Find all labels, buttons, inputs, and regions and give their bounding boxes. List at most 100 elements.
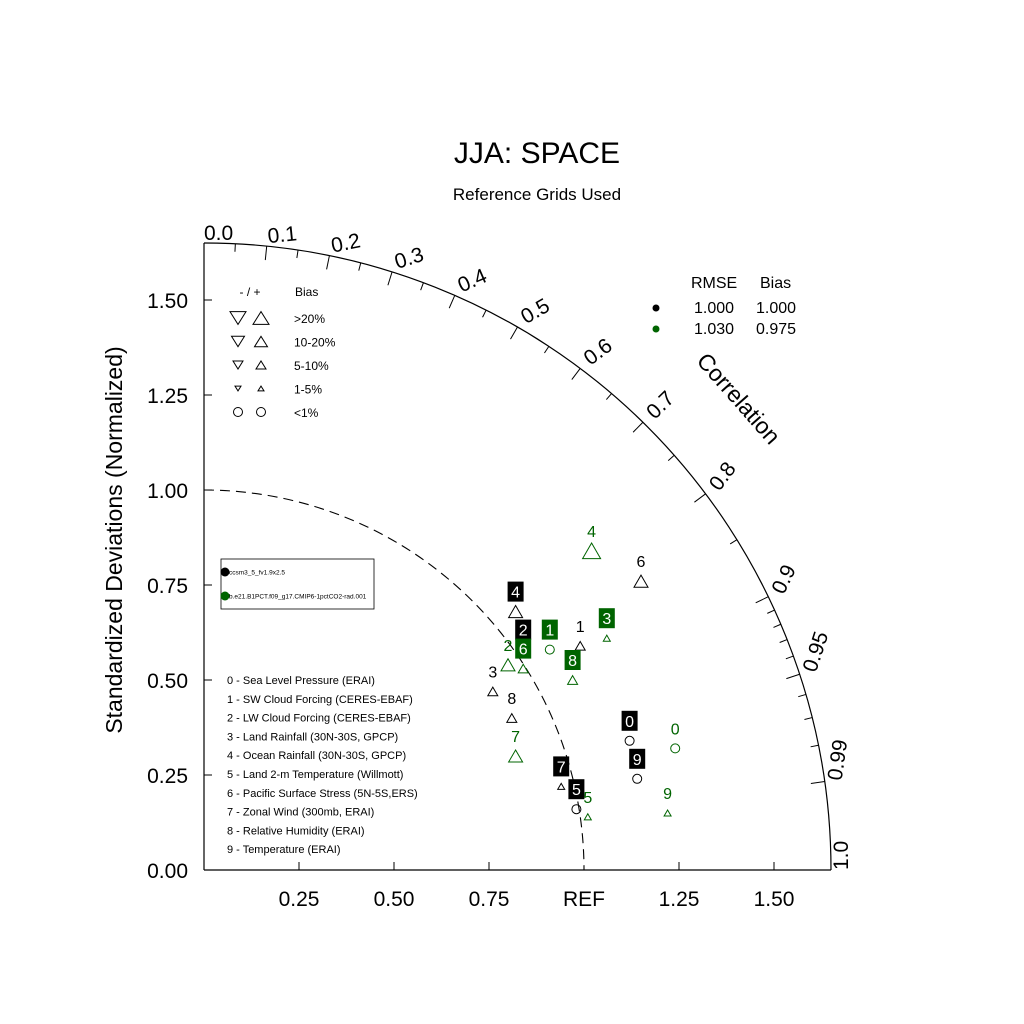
point-label-box [515,619,532,640]
point-label-box [564,650,581,670]
point-label: 8 [507,691,516,708]
variable-legend-item: 0 - Sea Level Pressure (ERAI) [227,675,375,687]
data-point: 0 [621,710,638,746]
point-label: 0 [625,714,634,731]
data-point: 7 [507,729,524,763]
correlation-minor-tick [296,250,299,259]
correlation-minor-tick [767,609,775,614]
correlation-minor-tick [729,539,738,545]
data-point: 0 [670,721,681,754]
axes: 0.00 0.25 0.50 0.75 1.00 1.25 1.50 0.25 0.50 0.75… [147,242,832,911]
data-point: 5 [568,779,585,815]
y-axis-label: Standardized Deviations (Normalized) [101,346,127,733]
triangle-up-marker [507,748,524,763]
correlation-minor-tick [810,744,819,748]
point-label: 5 [572,782,581,799]
reference-arc [203,489,585,871]
circle-marker [632,773,643,784]
correlation-tick-label: 1.0 [830,841,853,870]
y-tick-label: 1.00 [147,480,188,503]
correlation-tick [448,295,456,309]
variable-legend-item: 3 - Land Rainfall (30N-30S, GPCP) [227,731,398,743]
point-label-box [507,581,524,602]
outer-arc [203,242,832,871]
case-legend-box [220,558,375,610]
correlation-tick [326,255,330,270]
correlation-minor-tick [798,693,807,698]
variable-legend: 0 - Sea Level Pressure (ERAI) 1 - SW Clou… [227,675,418,856]
stats-header-bias: Bias [760,275,791,292]
y-tick-label: 1.50 [147,290,188,313]
correlation-minor-tick [804,717,813,721]
x-tick-label: 0.25 [279,888,320,911]
case-legend-label: ccsm3_5_fv1.9x2.5 [229,570,285,577]
point-label: 4 [511,585,520,602]
bias-legend-label: 1-5% [294,383,322,397]
point-label-box [541,619,558,640]
correlation-minor-tick [544,346,550,354]
point-label: 6 [637,554,646,571]
point-label: 3 [488,664,497,681]
case-legend: ccsm3_5_fv1.9x2.5 b.e21.B1PCT.f09_g17.CMI… [220,558,375,610]
correlation-tick-label: 0.0 [204,222,233,245]
point-label: 0 [671,721,680,738]
correlation-tick [571,368,581,380]
stats-header-rmse: RMSE [691,275,737,292]
circle-marker [571,804,582,815]
triangle-up-marker [602,634,612,642]
bias-legend-circle-marker [233,407,243,417]
data-point: 8 [564,650,581,685]
bias-legend: - / + Bias >20% 10-20% 5-10% 1-5% <1% [229,285,336,420]
point-label: 8 [568,653,577,670]
bias-legend-label: >20% [294,312,325,326]
correlation-tick [694,493,706,503]
y-tick-label: 0.00 [147,860,188,883]
correlation-minor-tick [667,454,675,461]
correlation-tick [755,596,769,604]
stats-legend-dot [652,304,660,312]
triangle-up-marker [663,808,672,817]
triangle-up-marker [583,812,593,821]
correlation-minor-tick [779,639,788,643]
correlation-tick [632,421,644,433]
bias-legend-sign-header: - / + [239,285,260,299]
correlation-tick [264,246,268,261]
correlation-tick [810,781,825,785]
variable-legend-item: 7 - Zonal Wind (300mb, ERAI) [227,807,374,819]
bias-legend-label: 5-10% [294,359,329,373]
point-label: 5 [583,790,592,807]
data-point: 4 [507,581,524,619]
point-label: 4 [587,524,596,541]
point-label-box [598,608,615,629]
point-label: 2 [519,623,528,640]
triangle-up-marker [500,657,516,672]
variable-legend-item: 8 - Relative Humidity (ERAI) [227,825,365,837]
point-label-box [629,748,646,769]
point-label: 9 [663,786,672,803]
variable-legend-item: 1 - SW Cloud Forcing (CERES-EBAF) [227,694,413,706]
bias-legend-down-triangle [229,311,247,326]
data-point: 2 [500,638,516,672]
data-point: 5 [583,790,593,821]
variable-legend-item: 6 - Pacific Surface Stress (5N-5S,ERS) [227,788,418,800]
case-legend-label: b.e21.B1PCT.f09_g17.CMIP6-1pctCO2-rad.00… [229,594,367,601]
data-point: 6 [515,638,532,674]
stats-bias-value: 1.000 [756,300,796,317]
x-tick-label: 0.50 [374,888,415,911]
bias-legend-circle-marker [256,407,266,417]
data-point: 7 [553,756,570,790]
bias-legend-down-triangle [230,335,246,348]
circle-marker [624,735,635,746]
correlation-tick-label: 0.99 [824,738,853,782]
correlation-tick [387,271,393,286]
circle-marker [544,644,555,655]
case-legend-dot [220,591,230,601]
variable-legend-item: 9 - Temperature (ERAI) [227,844,341,856]
variable-legend-item: 2 - LW Cloud Forcing (CERES-EBAF) [227,713,411,725]
y-tick-label: 1.25 [147,385,188,408]
bias-legend-up-triangle [257,385,265,392]
bias-legend-label: 10-20% [294,336,336,350]
